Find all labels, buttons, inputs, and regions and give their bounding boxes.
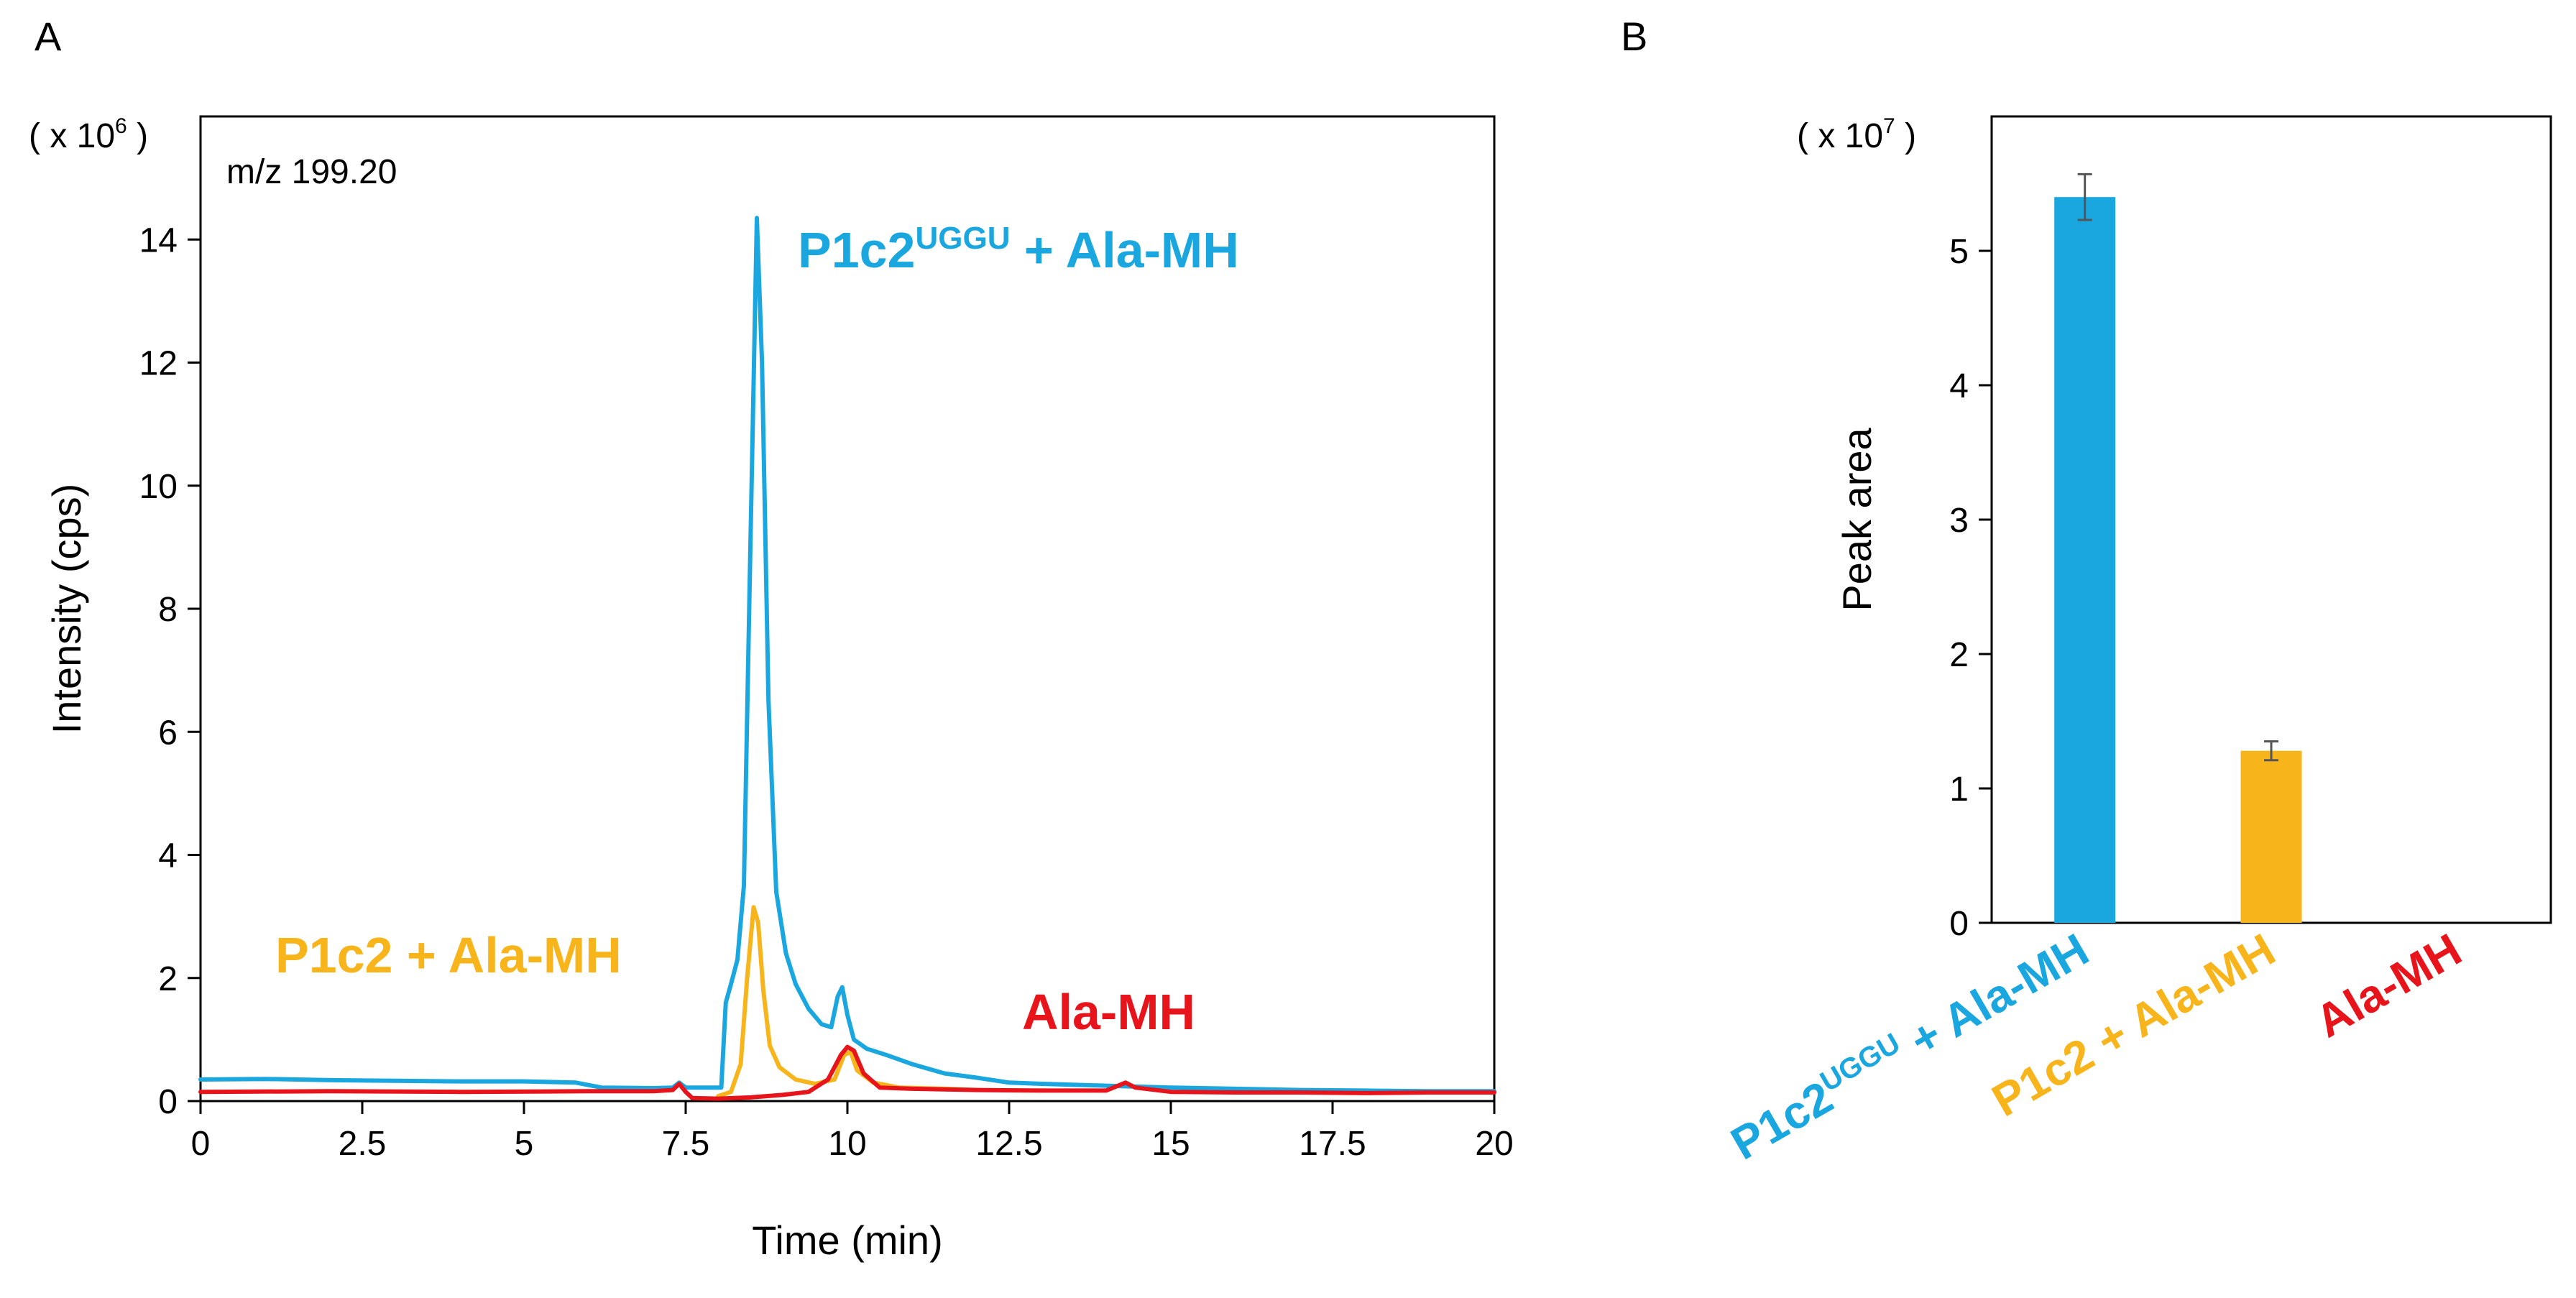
y-tick-label: 8	[158, 591, 178, 629]
y-tick-label: 2	[158, 960, 178, 998]
error-bar	[2264, 740, 2278, 762]
y-tick-label: 12	[139, 345, 178, 383]
y-tick-label: 4	[158, 837, 178, 875]
series-label-p1c2-uggu: P1c2UGGU + Ala-MH	[798, 221, 1239, 278]
series-label-p1c2-uggu-tail: + Ala-MH	[1010, 222, 1238, 278]
peak-area-scale-label: ( x 107 )	[1797, 114, 1916, 155]
category-label-main: Ala-MH	[2306, 924, 2470, 1048]
y-tick-label: 0	[158, 1083, 178, 1121]
y-tick-label: 14	[139, 221, 178, 259]
chromatogram-y-axis-label: Intensity (cps)	[44, 484, 89, 735]
bar-p1c2	[2240, 750, 2302, 923]
peak-area-y-ticks: 0 1 2 3 4 5	[1949, 233, 1992, 943]
series-label-p1c2: P1c2 + Ala-MH	[275, 927, 622, 983]
x-tick-label: 10	[828, 1125, 866, 1163]
y-tick-label: 6	[158, 714, 178, 752]
series-line-p1c2-uggu	[198, 216, 1496, 1094]
peak-area-scale-prefix: ( x 10	[1797, 117, 1883, 155]
x-tick-label: 12.5	[975, 1125, 1042, 1163]
y-tick-label: 1	[1949, 770, 1969, 809]
x-tick-label: 2.5	[339, 1125, 387, 1163]
series-label-p1c2-uggu-sup: UGGU	[915, 221, 1010, 256]
peak-area-bars	[2054, 172, 2302, 923]
chromatogram-x-ticks: 0 2.5 5 7.5 10 12.5 15 17.5 20	[191, 1101, 1514, 1163]
y-tick-label: 0	[1949, 905, 1969, 943]
y-tick-label: 3	[1949, 502, 1969, 540]
series-label-p1c2-uggu-main: P1c2	[798, 222, 915, 278]
x-tick-label: 5	[515, 1125, 534, 1163]
y-tick-label: 10	[139, 468, 178, 506]
chromatogram-annotation: m/z 199.20	[226, 153, 397, 191]
chromatogram-scale-suffix: )	[127, 117, 148, 155]
x-tick-label: 20	[1475, 1125, 1513, 1163]
chromatogram-panel: 0 2.5 5 7.5 10 12.5 15 17.5 20 0 2 4 6 8 10 12 14 ( x 1…	[29, 114, 1514, 1263]
category-label-p1c2-uggu: P1c2UGGU + Ala-MH	[1722, 923, 2097, 1169]
peak-area-y-axis-label: Peak area	[1834, 428, 1880, 612]
x-tick-label: 15	[1151, 1125, 1190, 1163]
x-tick-label: 17.5	[1299, 1125, 1366, 1163]
x-tick-label: 7.5	[662, 1125, 710, 1163]
y-tick-label: 4	[1949, 367, 1969, 405]
series-line-p1c2	[716, 905, 979, 1099]
peak-area-scale-suffix: )	[1895, 117, 1916, 155]
panel-b-label: B	[1621, 14, 1647, 59]
bar-p1c2-uggu	[2054, 197, 2116, 923]
chromatogram-y-ticks: 0 2 4 6 8 10 12 14	[139, 221, 201, 1121]
chromatogram-scale-label: ( x 106 )	[29, 114, 148, 155]
category-label-sup: UGGU	[1815, 1027, 1905, 1097]
panel-a-label: A	[34, 14, 62, 59]
chromatogram-scale-exponent: 6	[115, 114, 127, 138]
y-tick-label: 2	[1949, 636, 1969, 674]
category-label-ala-mh: Ala-MH	[2306, 924, 2470, 1048]
chromatogram-scale-prefix: ( x 10	[29, 117, 115, 155]
x-tick-label: 0	[191, 1125, 211, 1163]
series-line-ala-mh	[198, 1044, 1496, 1101]
y-tick-label: 5	[1949, 233, 1969, 271]
peak-area-scale-exponent: 7	[1883, 114, 1895, 138]
chromatogram-x-axis-label: Time (min)	[752, 1218, 942, 1263]
chromatogram-series	[198, 216, 1496, 1101]
series-label-ala-mh: Ala-MH	[1022, 984, 1195, 1040]
error-bar	[2077, 172, 2092, 221]
